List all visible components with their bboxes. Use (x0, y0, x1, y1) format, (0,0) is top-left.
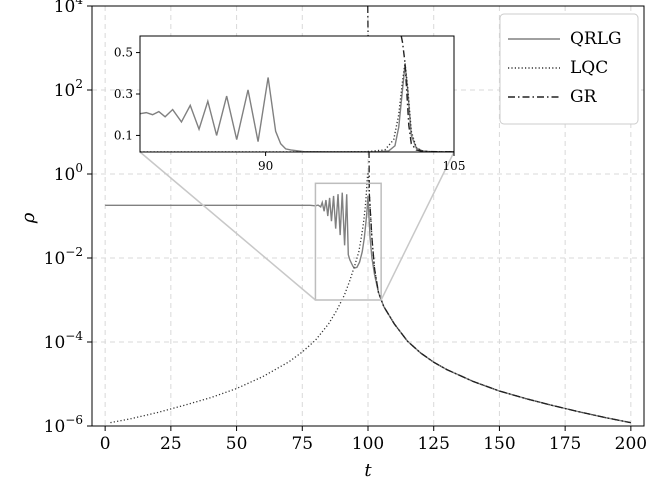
zoom-connector-right (380, 151, 455, 301)
x-tick-label: 125 (417, 434, 449, 454)
x-tick-label: 25 (160, 434, 182, 454)
inset-series-line-qrlg (140, 64, 454, 152)
main-series-layer (105, 6, 631, 424)
x-axis-ticks: 0 25 50 75 100 125 150 175 200 (100, 426, 647, 454)
x-tick-label: 50 (226, 434, 248, 454)
y-tick-label: 104 (54, 0, 84, 17)
series-line-gr (367, 6, 631, 424)
inset-series-line-lqc (140, 62, 454, 152)
y-axis-ticks: 10−6 10−4 10−2 100 102 104 (44, 0, 92, 437)
x-tick-label: 75 (291, 434, 313, 454)
x-axis-label: t (364, 460, 372, 481)
y-tick-label: 10−2 (44, 245, 83, 269)
legend-label-lqc: LQC (570, 58, 608, 78)
x-tick-label: 150 (483, 434, 515, 454)
inset-plot: 90 105 0.1 0.3 0.5 (114, 35, 466, 173)
inset-x-tick-label: 105 (443, 159, 466, 173)
y-tick-label: 100 (54, 161, 83, 185)
x-tick-label: 200 (615, 434, 647, 454)
inset-axis-ticks: 90 105 0.1 0.3 0.5 (114, 46, 466, 173)
legend-box (499, 13, 639, 125)
inset-y-tick-label: 0.3 (114, 87, 133, 101)
x-tick-label: 175 (549, 434, 581, 454)
x-tick-label: 0 (100, 434, 111, 454)
zoom-highlight-layer (139, 151, 455, 301)
zoom-region-box (314, 182, 382, 301)
inset-y-tick-label: 0.5 (114, 46, 133, 60)
y-axis-label: ρ (18, 212, 39, 224)
inset-x-tick-label: 90 (258, 159, 273, 173)
series-line-qrlg (105, 192, 631, 424)
y-tick-label: 10−6 (44, 413, 83, 437)
y-tick-label: 10−4 (44, 329, 84, 353)
legend-label-qrlg: QRLG (570, 29, 622, 49)
x-tick-label: 100 (352, 434, 384, 454)
legend: QRLG LQC GR (499, 13, 639, 125)
zoom-connector-left (139, 151, 316, 301)
inset-y-tick-label: 0.1 (114, 128, 133, 142)
y-tick-label: 102 (54, 77, 83, 101)
legend-label-gr: GR (570, 87, 598, 107)
